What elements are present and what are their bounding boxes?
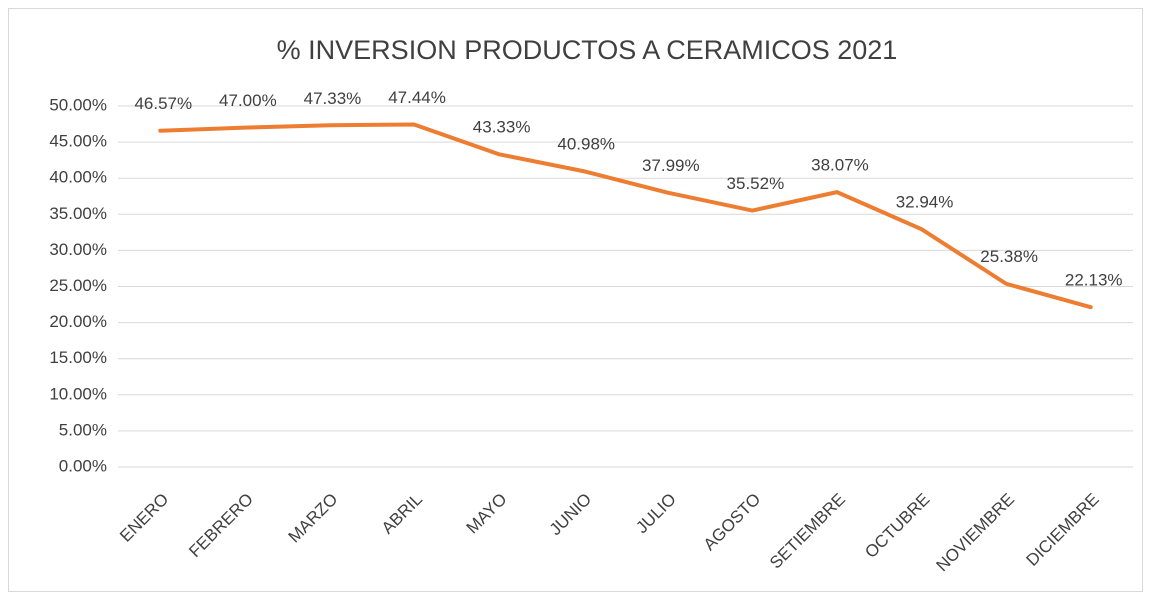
y-tick-label: 20.00%	[49, 312, 107, 331]
y-tick-label: 30.00%	[49, 240, 107, 259]
y-tick-label: 50.00%	[49, 95, 107, 114]
y-tick-label: 10.00%	[49, 384, 107, 403]
y-tick-label: 15.00%	[49, 348, 107, 367]
data-label: 46.57%	[134, 94, 192, 113]
data-label: 38.07%	[811, 156, 869, 175]
data-label: 37.99%	[642, 156, 700, 175]
data-label: 22.13%	[1065, 271, 1123, 290]
series-line	[158, 122, 1093, 310]
data-label: 35.52%	[727, 174, 785, 193]
y-tick-label: 45.00%	[49, 132, 107, 151]
data-label: 47.00%	[219, 91, 277, 110]
data-label: 32.94%	[896, 193, 954, 212]
y-tick-label: 0.00%	[59, 456, 107, 475]
data-label: 43.33%	[473, 118, 531, 137]
data-label: 47.33%	[304, 89, 362, 108]
y-tick-label: 35.00%	[49, 204, 107, 223]
y-tick-label: 5.00%	[59, 420, 107, 439]
y-tick-label: 25.00%	[49, 276, 107, 295]
data-label: 25.38%	[980, 247, 1038, 266]
data-label: 47.44%	[388, 88, 446, 107]
y-tick-label: 40.00%	[49, 168, 107, 187]
chart-title: % INVERSION PRODUCTOS A CERAMICOS 2021	[277, 35, 898, 65]
data-label: 40.98%	[557, 135, 615, 154]
